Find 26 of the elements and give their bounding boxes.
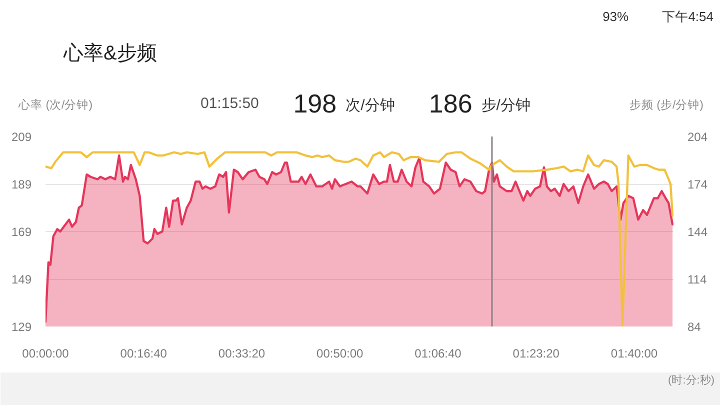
text: 198 次/分钟 [293, 88, 395, 118]
text: 186 步/分钟 [428, 88, 530, 118]
text: 01:15:50 [200, 95, 259, 112]
chart-title: 心率&步频 [62, 42, 157, 64]
y-axis-title: 心率 (次/分钟) [18, 98, 93, 112]
x-tick-label: 00:00:00 [22, 346, 70, 360]
y2-tick-label: 114 [688, 272, 707, 286]
text: 下午4:54 [662, 9, 714, 24]
x-tick-label: 01:06:40 [414, 346, 462, 360]
y-tick-label: 189 [11, 178, 32, 192]
x-axis-title: (时:分:秒) [668, 374, 715, 386]
y-tick-label: 209 [11, 130, 32, 144]
y2-axis-title: 步频 (步/分钟) [629, 98, 704, 112]
x-tick-label: 01:23:20 [512, 346, 560, 360]
x-tick-label: 00:50:00 [316, 346, 364, 360]
x-tick-label: 00:16:40 [120, 346, 168, 360]
y2-tick-label: 84 [688, 320, 702, 334]
y2-tick-label: 174 [688, 178, 708, 192]
x-tick-label: 00:33:20 [218, 346, 266, 360]
text: 93% [602, 9, 630, 24]
y2-tick-label: 144 [688, 225, 708, 239]
y-tick-label: 129 [11, 320, 32, 334]
x-tick-label: 01:40:00 [610, 346, 658, 360]
y2-tick-label: 204 [688, 130, 708, 144]
y-tick-label: 169 [11, 225, 32, 239]
y-tick-label: 149 [11, 272, 32, 286]
